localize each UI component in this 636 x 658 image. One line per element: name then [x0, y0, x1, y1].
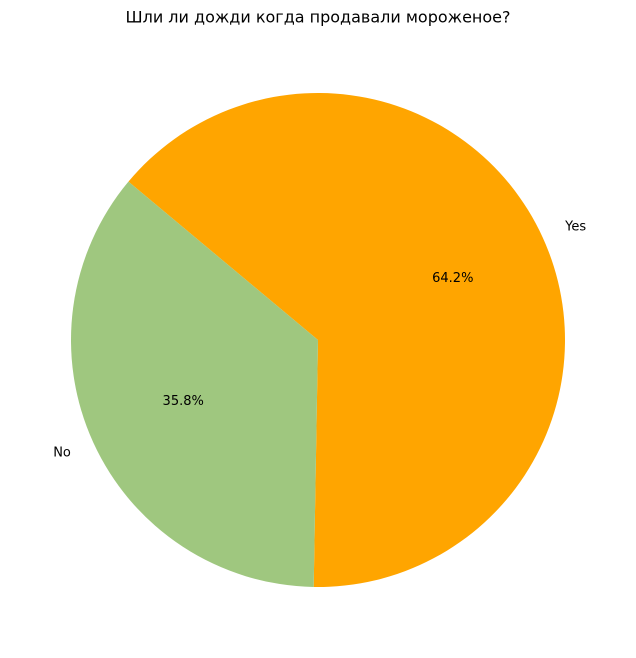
- slice-label: Yes: [564, 220, 586, 235]
- value-label: 35.8%: [163, 394, 204, 409]
- pie-slice: [70, 181, 318, 587]
- pie-slice: [128, 93, 565, 587]
- chart-title: Шли ли дожди когда продавали мороженое?: [125, 8, 510, 27]
- value-label: 64.2%: [432, 271, 473, 286]
- slice-label: No: [53, 445, 71, 460]
